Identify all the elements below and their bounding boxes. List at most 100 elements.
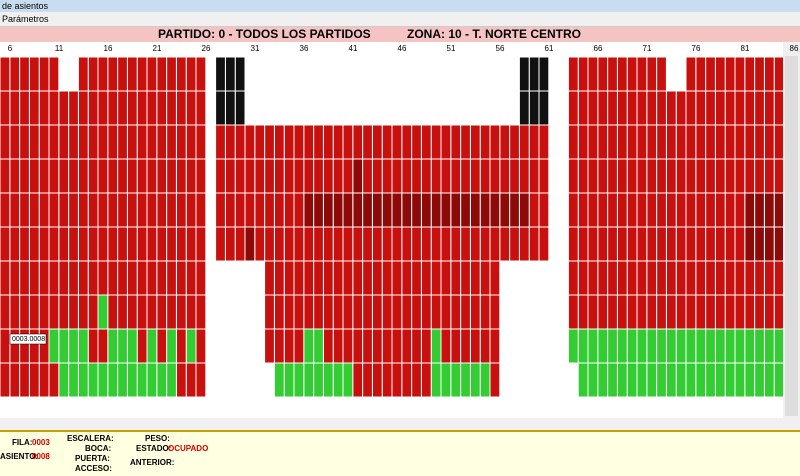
seat: [754, 158, 765, 194]
seat: [587, 124, 599, 160]
seat: [303, 294, 315, 330]
seat: [77, 260, 89, 296]
seat: [430, 294, 442, 330]
seat: [705, 192, 716, 228]
seat: [342, 362, 354, 398]
seat: [401, 192, 413, 228]
partido: PARTIDO: 0 - TODOS LOS PARTIDOS: [158, 27, 371, 41]
seat: [450, 260, 462, 296]
seat: [352, 328, 364, 364]
seat: [773, 328, 785, 364]
seat: [303, 328, 315, 364]
column-number: 6: [8, 44, 13, 53]
seat: [97, 362, 109, 398]
seat: [675, 226, 687, 262]
h-scrollbar: [0, 418, 783, 430]
seat: [283, 226, 295, 262]
seat: [734, 362, 746, 398]
seat: [352, 294, 364, 330]
seat: [460, 362, 471, 398]
seat: [38, 362, 50, 398]
seat: [695, 294, 707, 330]
seat: [224, 158, 236, 194]
seat: [646, 124, 658, 160]
seat: [58, 192, 70, 228]
seat: [626, 294, 638, 330]
seat: [0, 294, 11, 330]
seat: [38, 124, 50, 160]
seat: [734, 56, 746, 92]
seat: [489, 192, 501, 228]
seat: [156, 362, 168, 398]
column-number: 16: [104, 44, 113, 53]
seat: [244, 124, 256, 160]
seat: [391, 226, 403, 262]
seat: [656, 362, 667, 398]
seat: [107, 192, 119, 228]
seat: [538, 158, 550, 194]
seat: [97, 294, 109, 330]
seat: [332, 158, 344, 194]
seat: [146, 362, 158, 398]
seat: [48, 192, 60, 228]
seat: [685, 56, 697, 92]
seat: [411, 362, 422, 398]
seat: [352, 124, 364, 160]
seat: [705, 362, 716, 398]
seat: [97, 328, 109, 364]
seat: [87, 362, 99, 398]
seat: [469, 226, 481, 262]
seat: [646, 260, 658, 296]
seat: [38, 294, 50, 330]
seat: [636, 328, 648, 364]
seat: [499, 124, 511, 160]
seat: [685, 328, 697, 364]
seat: [773, 226, 785, 262]
seat: [156, 56, 168, 92]
seat: [9, 260, 21, 296]
seat: [744, 56, 756, 92]
seat: [117, 294, 128, 330]
seat: [754, 294, 765, 330]
seat: [254, 124, 266, 160]
seat: [773, 124, 785, 160]
seat: [567, 192, 579, 228]
seat: [587, 328, 599, 364]
seat: [166, 260, 177, 296]
seat: [224, 192, 236, 228]
seat: [293, 362, 305, 398]
seat: [185, 56, 197, 92]
menu-item[interactable]: Parámetros: [2, 14, 49, 24]
seat: [675, 328, 687, 364]
seat: [518, 90, 530, 126]
seat: [58, 90, 70, 126]
scroll-thumb[interactable]: [785, 56, 798, 416]
seat: [28, 56, 40, 92]
seat: [411, 158, 422, 194]
seat: [577, 192, 589, 228]
seat: [714, 192, 726, 228]
seat: [430, 362, 442, 398]
value: 0003: [32, 438, 50, 447]
seat: [166, 56, 177, 92]
seat: [381, 158, 393, 194]
seat: [87, 294, 99, 330]
seat: [342, 158, 354, 194]
seat: [77, 226, 89, 262]
seat: [754, 192, 765, 228]
seat: [587, 260, 599, 296]
seat: [273, 192, 285, 228]
seat: [313, 328, 324, 364]
seat: [724, 294, 736, 330]
seat: [460, 124, 471, 160]
seat: [754, 56, 765, 92]
seat: [195, 158, 207, 194]
seat: [754, 90, 765, 126]
seat: [773, 362, 785, 398]
seat: [626, 192, 638, 228]
seat: [107, 294, 119, 330]
seat: [107, 362, 119, 398]
seat: [626, 260, 638, 296]
seat: [28, 226, 40, 262]
menu-bar: Parámetros: [0, 12, 800, 27]
